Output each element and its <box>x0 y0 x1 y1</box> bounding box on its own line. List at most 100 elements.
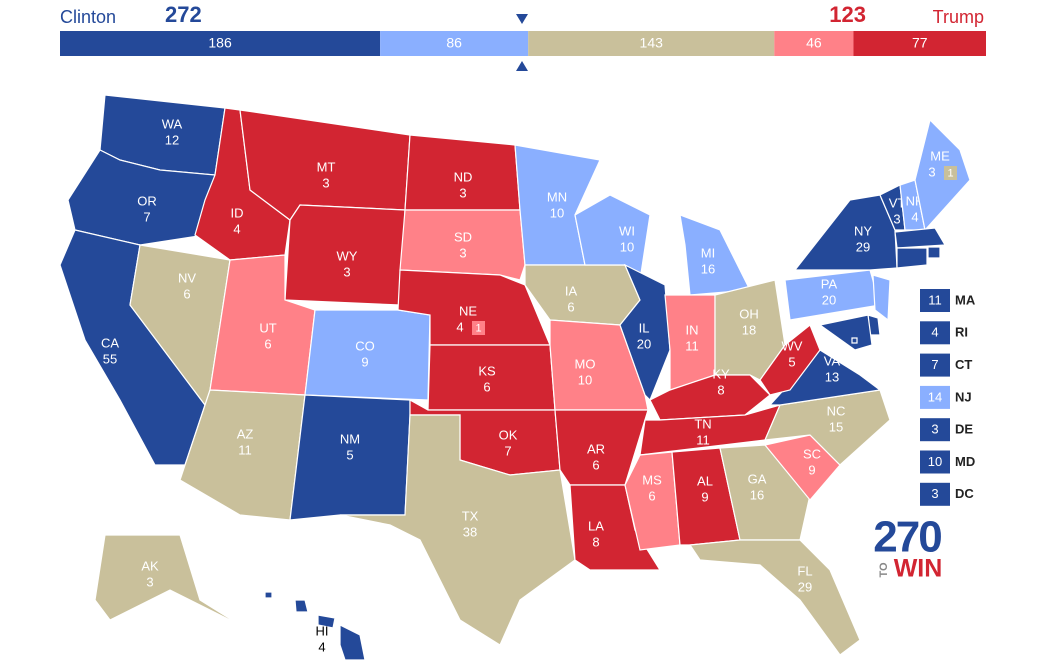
state-votes: 5 <box>788 354 795 369</box>
state-shape <box>294 599 309 613</box>
state-shape[interactable] <box>851 337 858 344</box>
logo-number: 270 <box>873 513 941 562</box>
state-tile <box>920 385 950 409</box>
state-shape[interactable] <box>624 451 681 551</box>
state-votes: 55 <box>103 351 117 366</box>
state-votes: 7 <box>504 443 511 458</box>
state-tile <box>920 450 950 474</box>
state-votes: 3 <box>459 185 466 200</box>
state-votes: 3 <box>459 245 466 260</box>
state-shape[interactable] <box>759 324 821 396</box>
tile-abbr: CT <box>955 357 972 372</box>
tile-abbr: RI <box>955 325 968 340</box>
state-abbr: WY <box>337 248 358 263</box>
bar-segment <box>380 31 529 56</box>
state-votes: 11 <box>685 338 699 353</box>
state-abbr: UT <box>259 320 276 335</box>
state-votes: 6 <box>567 299 574 314</box>
state-shape[interactable] <box>94 534 241 626</box>
tile-votes: 11 <box>928 292 942 307</box>
state-abbr: AL <box>697 473 713 488</box>
state-votes: 20 <box>822 292 836 307</box>
logo-to: TO <box>878 562 890 578</box>
state-shape[interactable] <box>818 314 873 351</box>
left-total: 272 <box>165 2 202 27</box>
tile-abbr: DC <box>955 486 974 501</box>
state-shape[interactable] <box>688 539 861 656</box>
state-votes: 4 <box>233 221 240 236</box>
state-tile <box>920 482 950 506</box>
state-votes: 3 <box>322 175 329 190</box>
state-votes: 3 <box>893 211 900 226</box>
state-abbr: NV <box>178 270 196 285</box>
state-abbr: IA <box>565 283 578 298</box>
state-votes: 9 <box>808 462 815 477</box>
state-shape[interactable] <box>524 264 641 326</box>
state-votes: 20 <box>637 336 651 351</box>
state-abbr: IN <box>686 322 699 337</box>
state-abbr: AZ <box>237 426 254 441</box>
tile-abbr: DE <box>955 422 973 437</box>
state-shape[interactable] <box>896 247 928 269</box>
state-abbr: PA <box>821 276 838 291</box>
state-votes: 7 <box>143 209 150 224</box>
state-shape[interactable] <box>872 274 891 322</box>
state-abbr: OR <box>137 193 157 208</box>
bar-segment-label: 46 <box>806 35 822 51</box>
bar-segment <box>774 31 854 56</box>
tile-votes: 3 <box>931 422 938 437</box>
state-shape[interactable] <box>339 624 366 661</box>
state-abbr: MS <box>642 472 662 487</box>
state-votes: 29 <box>856 239 870 254</box>
midpoint-marker <box>516 14 528 24</box>
state-votes: 16 <box>701 261 715 276</box>
state-tile <box>920 321 950 345</box>
state-votes: 16 <box>750 487 764 502</box>
bar-segment-label: 86 <box>446 35 462 51</box>
state-votes: 3 <box>146 574 153 589</box>
state-abbr: WV <box>782 338 803 353</box>
state-abbr: MT <box>317 159 336 174</box>
bar-segment-label: 77 <box>912 35 928 51</box>
state-abbr: ID <box>231 205 244 220</box>
state-shape[interactable] <box>793 194 898 271</box>
state-votes: 8 <box>717 382 724 397</box>
split-box <box>472 321 485 335</box>
state-tile <box>920 353 950 377</box>
tile-votes: 3 <box>931 486 938 501</box>
state-shape[interactable] <box>927 246 941 259</box>
state-shape[interactable] <box>284 204 406 306</box>
tile-abbr: NJ <box>955 389 972 404</box>
state-abbr: AR <box>587 441 605 456</box>
state-tile <box>920 418 950 442</box>
state-votes: 38 <box>463 524 477 539</box>
state-shape[interactable] <box>894 227 947 249</box>
state-votes: 10 <box>620 239 634 254</box>
logo-win: WIN <box>894 555 943 583</box>
state-abbr: NY <box>854 223 872 238</box>
state-abbr: HI <box>316 623 329 638</box>
state-votes: 6 <box>592 457 599 472</box>
state-abbr: LA <box>588 518 604 533</box>
state-votes: 6 <box>183 286 190 301</box>
state-abbr: OK <box>499 427 518 442</box>
state-abbr: FL <box>797 563 812 578</box>
state-shape[interactable] <box>304 309 431 401</box>
state-votes: 4 <box>318 639 325 654</box>
state-abbr: WI <box>619 223 635 238</box>
state-abbr: ME <box>930 148 950 163</box>
state-shape[interactable] <box>914 118 971 232</box>
state-votes: 18 <box>742 322 756 337</box>
state-votes: 12 <box>165 132 179 147</box>
midpoint-marker <box>516 61 528 71</box>
state-shape[interactable] <box>719 444 811 541</box>
state-abbr: MI <box>701 245 715 260</box>
state-shape <box>317 614 336 629</box>
split-votes: 1 <box>475 322 481 334</box>
state-votes: 4 <box>911 209 918 224</box>
state-shape[interactable] <box>679 214 751 296</box>
state-shape[interactable] <box>339 414 576 646</box>
state-abbr: MO <box>575 356 596 371</box>
